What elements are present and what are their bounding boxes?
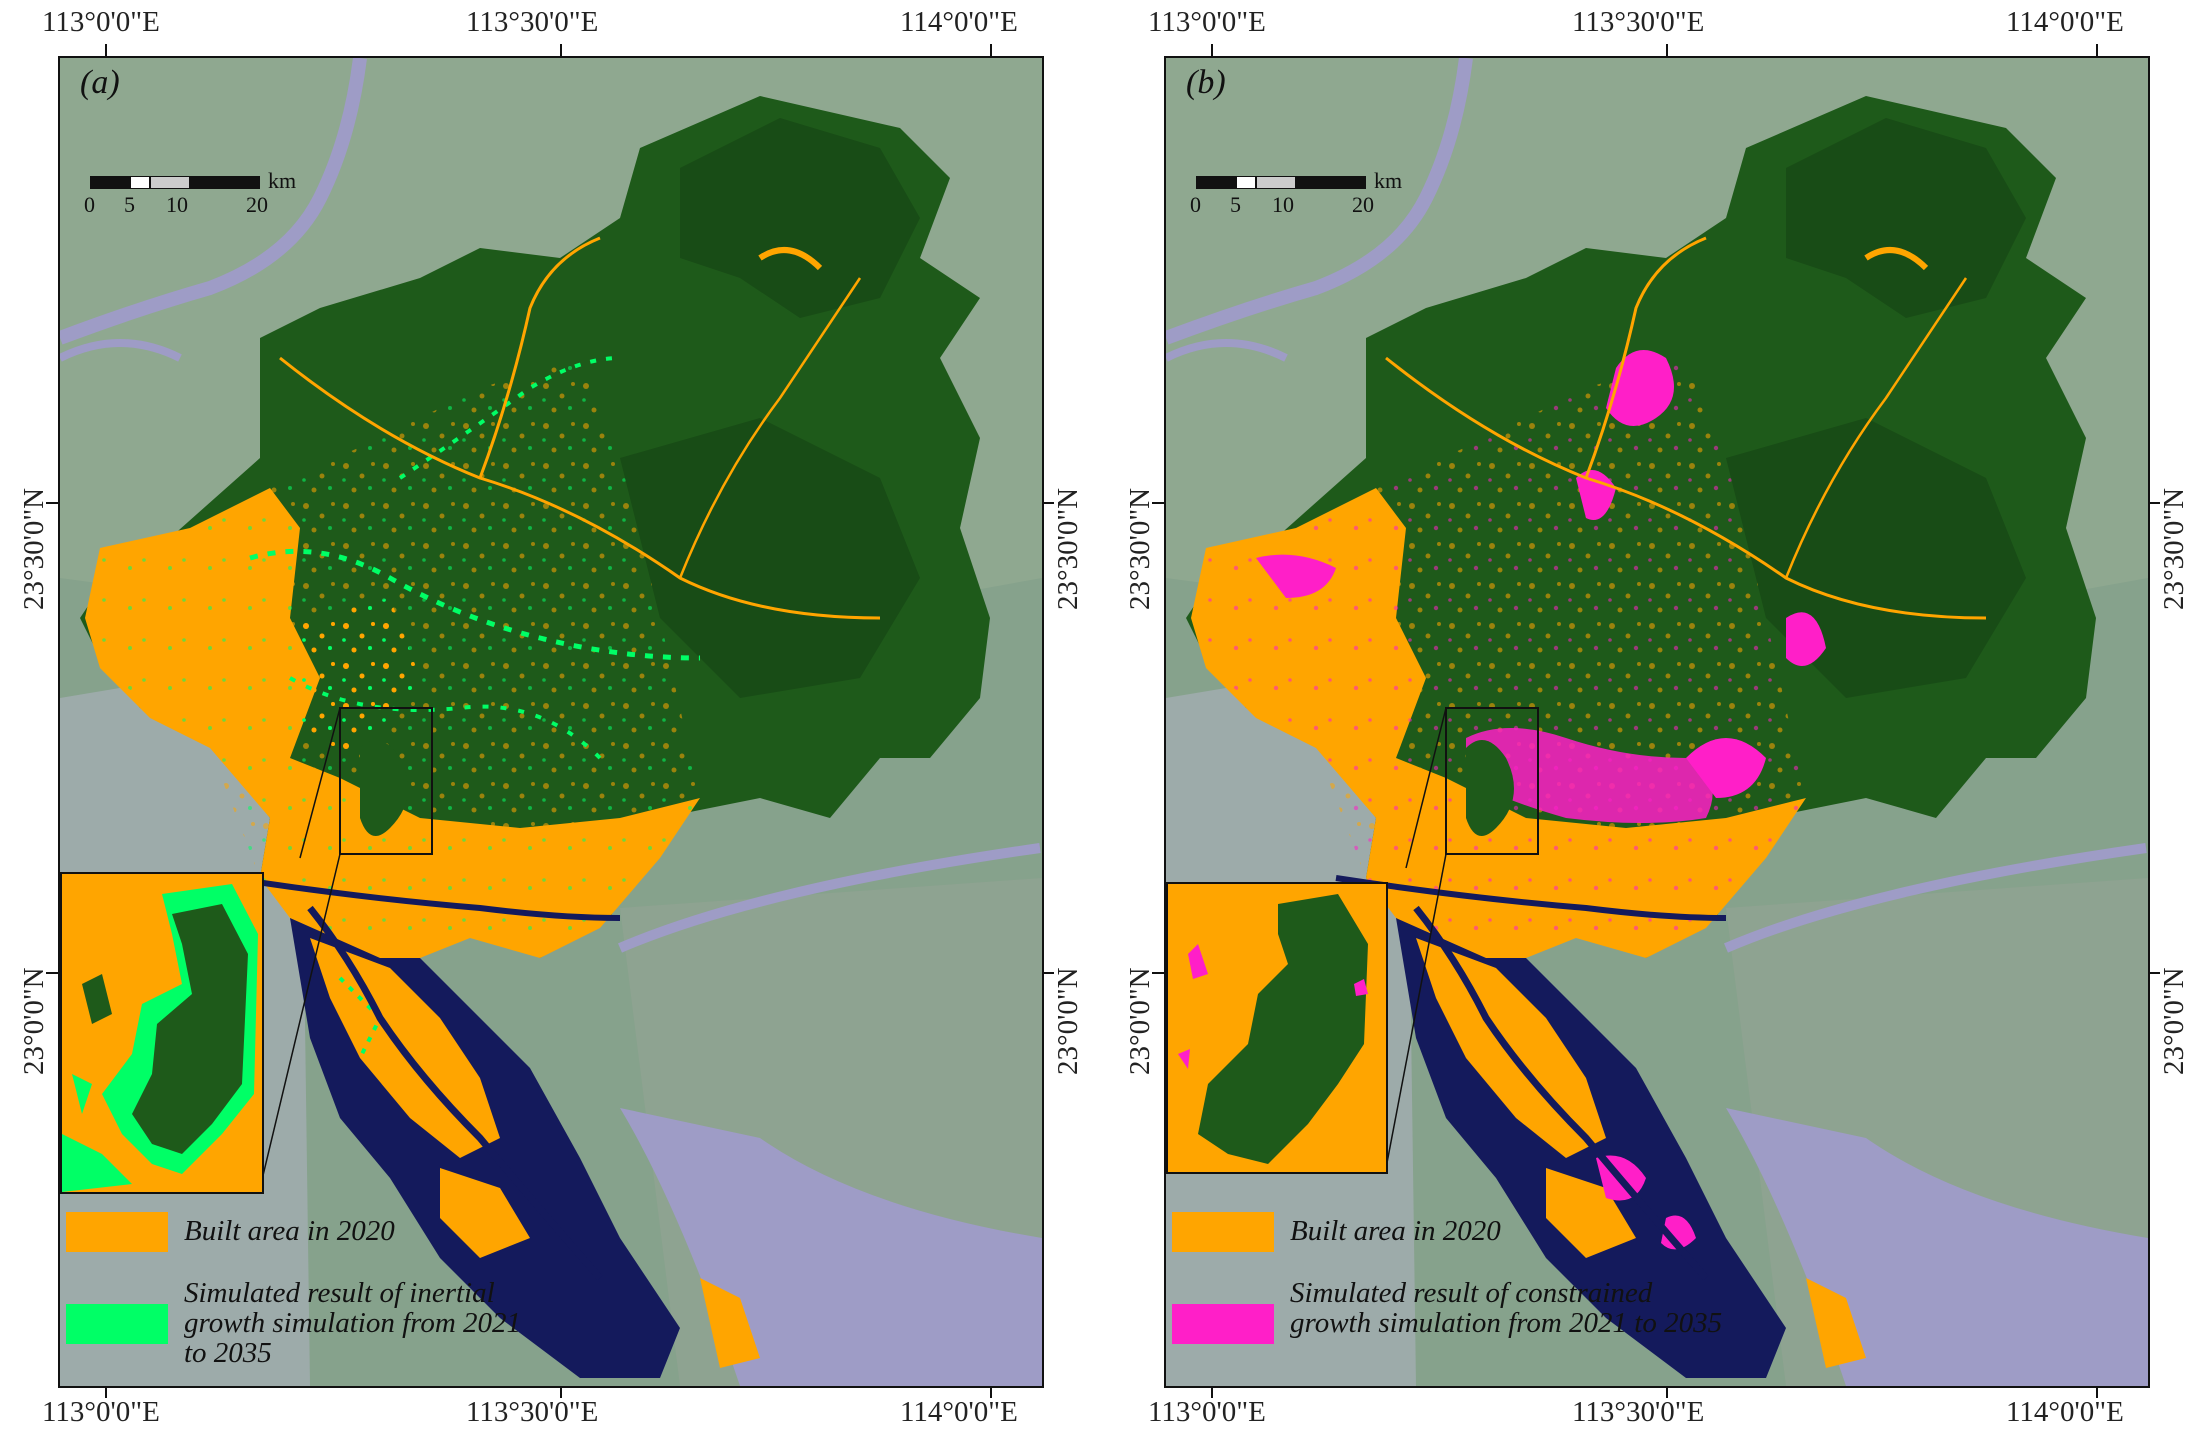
tick <box>105 1386 107 1398</box>
lon-label-bottom-2: 113°30'0"E <box>1572 1396 1705 1428</box>
tick <box>1042 502 1054 504</box>
tick <box>560 44 562 56</box>
lat-label-left-1: 23°30'0"N <box>1124 487 1156 610</box>
lon-label-bottom-1: 113°0'0"E <box>42 1396 160 1428</box>
scale-segment <box>1256 176 1296 189</box>
map-frame: (a) km 0 5 10 20 <box>58 56 1044 1388</box>
zoom-inset <box>1166 882 1388 1174</box>
tick <box>560 1386 562 1398</box>
tick <box>1666 1386 1668 1398</box>
lat-label-left-2: 23°0'0"N <box>1124 967 1156 1075</box>
scale-segment <box>90 176 130 189</box>
zoom-inset <box>60 872 264 1194</box>
legend-swatch <box>1172 1212 1274 1252</box>
inset-map <box>62 874 262 1192</box>
lon-label-bottom-2: 113°30'0"E <box>466 1396 599 1428</box>
tick <box>2148 972 2160 974</box>
tick <box>990 1386 992 1398</box>
lat-label-left-1: 23°30'0"N <box>18 487 50 610</box>
tick <box>1152 972 1164 974</box>
tick <box>2148 502 2160 504</box>
legend-swatch <box>1172 1304 1274 1344</box>
tick <box>1152 502 1164 504</box>
scale-tick: 0 <box>1190 192 1201 217</box>
scale-segment <box>190 176 260 189</box>
lon-label-top-1: 113°0'0"E <box>42 6 160 38</box>
map-frame: (b) km 0 5 10 20 <box>1164 56 2150 1388</box>
satellite-map <box>60 58 1042 1386</box>
lon-label-top-2: 113°30'0"E <box>466 6 599 38</box>
lon-label-bottom-1: 113°0'0"E <box>1148 1396 1266 1428</box>
scale-segment <box>150 176 190 189</box>
panel-label: (b) <box>1186 64 1226 101</box>
map-panel-a: 113°0'0"E 113°30'0"E 114°0'0"E 113°0'0"E… <box>0 0 1105 1446</box>
legend-text: Built area in 2020 <box>1290 1215 1501 1247</box>
scale-tick: 10 <box>1272 192 1294 217</box>
legend-text: Simulated result of inertial growth simu… <box>184 1277 522 1369</box>
tick <box>990 44 992 56</box>
lon-label-top-3: 114°0'0"E <box>900 6 1018 38</box>
scale-tick: 20 <box>246 192 268 217</box>
tick <box>1211 1386 1213 1398</box>
lat-label-right-1: 23°30'0"N <box>1052 487 1084 610</box>
scale-tick: 5 <box>124 192 135 217</box>
legend-swatch <box>66 1304 168 1344</box>
lon-label-top-1: 113°0'0"E <box>1148 6 1266 38</box>
legend-swatch <box>66 1212 168 1252</box>
scale-segment <box>1236 176 1256 189</box>
map-panel-b: 113°0'0"E 113°30'0"E 114°0'0"E 113°0'0"E… <box>1106 0 2211 1446</box>
scale-tick: 20 <box>1352 192 1374 217</box>
satellite-map <box>1166 58 2148 1386</box>
panel-label: (a) <box>80 64 120 101</box>
scale-unit: km <box>1374 168 1403 193</box>
scale-segment <box>1296 176 1366 189</box>
lat-label-right-2: 23°0'0"N <box>2158 967 2190 1075</box>
tick <box>46 972 58 974</box>
tick <box>105 44 107 56</box>
lon-label-top-2: 113°30'0"E <box>1572 6 1705 38</box>
scale-segment <box>130 176 150 189</box>
inset-image <box>1168 884 1386 1172</box>
scale-segment <box>1196 176 1236 189</box>
tick <box>46 502 58 504</box>
lat-label-right-2: 23°0'0"N <box>1052 967 1084 1075</box>
tick <box>1211 44 1213 56</box>
scale-tick: 0 <box>84 192 95 217</box>
legend-text: Built area in 2020 <box>184 1215 395 1247</box>
lon-label-bottom-3: 114°0'0"E <box>900 1396 1018 1428</box>
tick <box>1042 972 1054 974</box>
tick <box>2096 44 2098 56</box>
inset-image <box>62 874 262 1192</box>
lat-label-left-2: 23°0'0"N <box>18 967 50 1075</box>
lon-label-bottom-3: 114°0'0"E <box>2006 1396 2124 1428</box>
inset-map <box>1168 884 1386 1172</box>
scale-unit: km <box>268 168 297 193</box>
scale-tick: 5 <box>1230 192 1241 217</box>
tick <box>2096 1386 2098 1398</box>
lon-label-top-3: 114°0'0"E <box>2006 6 2124 38</box>
scale-tick: 10 <box>166 192 188 217</box>
legend-text: Simulated result of constrained growth s… <box>1290 1277 1723 1339</box>
lat-label-right-1: 23°30'0"N <box>2158 487 2190 610</box>
tick <box>1666 44 1668 56</box>
